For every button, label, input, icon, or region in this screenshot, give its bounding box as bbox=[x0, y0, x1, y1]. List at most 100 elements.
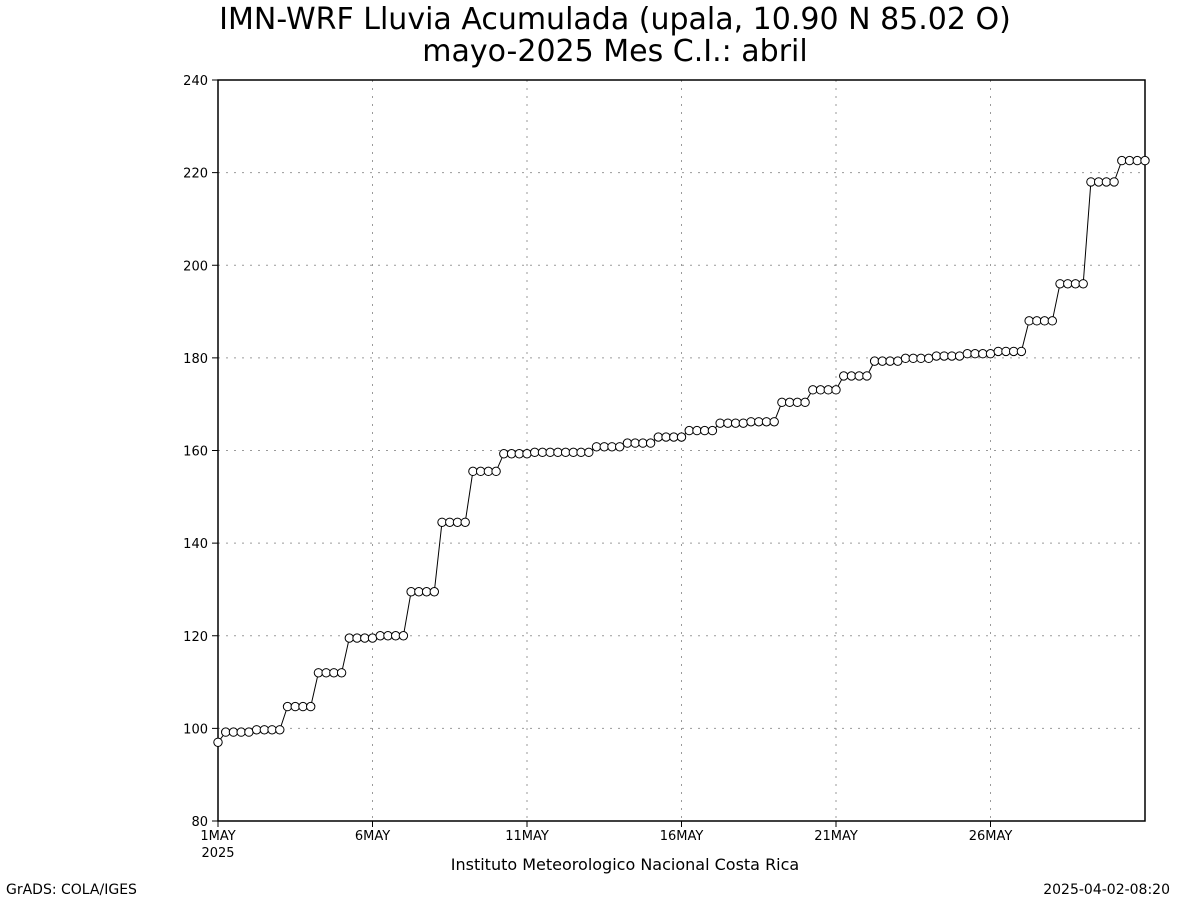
y-tick-label: 240 bbox=[183, 74, 208, 89]
data-point bbox=[352, 633, 362, 643]
data-point bbox=[375, 631, 385, 641]
y-tick-label: 100 bbox=[183, 722, 208, 737]
series-line bbox=[217, 160, 1145, 743]
x-tick-label: 26MAY bbox=[969, 829, 1013, 844]
data-point bbox=[622, 438, 633, 448]
y-tick-label: 140 bbox=[183, 537, 208, 552]
plot-frame bbox=[217, 79, 1146, 822]
y-tick-label: 180 bbox=[183, 352, 208, 367]
data-point bbox=[723, 418, 733, 428]
data-point bbox=[831, 385, 841, 395]
y-tick-label: 220 bbox=[183, 167, 208, 182]
data-point bbox=[568, 447, 579, 458]
data-point bbox=[236, 727, 246, 737]
data-point bbox=[584, 447, 594, 458]
data-point bbox=[460, 517, 470, 527]
data-point bbox=[893, 356, 903, 366]
data-point bbox=[777, 397, 787, 408]
x-tick-label: 6MAY bbox=[355, 829, 390, 844]
institution-credit: Instituto Meteorologico Nacional Costa R… bbox=[450, 855, 800, 874]
x-tick-label: 11MAY bbox=[505, 829, 549, 844]
data-point bbox=[522, 449, 532, 459]
data-point bbox=[213, 737, 223, 747]
data-point bbox=[869, 356, 880, 366]
data-point bbox=[707, 425, 718, 436]
data-point bbox=[1039, 316, 1050, 326]
data-point bbox=[931, 351, 942, 361]
grid-lines bbox=[218, 80, 1145, 821]
data-point bbox=[483, 466, 494, 477]
data-point bbox=[769, 417, 779, 427]
y-tick-label: 160 bbox=[183, 445, 208, 460]
data-point bbox=[885, 356, 895, 366]
x-tick-label: 21MAY bbox=[814, 829, 858, 844]
y-tick-label: 80 bbox=[191, 815, 208, 830]
chart-subtitle: mayo-2025 Mes C.I.: abril bbox=[422, 34, 808, 69]
data-point bbox=[653, 432, 664, 442]
x-tick-label: 16MAY bbox=[660, 829, 704, 844]
y-tick-label: 200 bbox=[183, 259, 208, 274]
data-point bbox=[908, 353, 918, 364]
data-point bbox=[916, 353, 926, 364]
data-point bbox=[1117, 155, 1127, 166]
data-point bbox=[1070, 279, 1081, 289]
data-point bbox=[800, 397, 810, 408]
data-point bbox=[383, 631, 393, 641]
data-point bbox=[645, 438, 656, 448]
data-point bbox=[545, 447, 555, 458]
data-point bbox=[336, 668, 347, 678]
data-point bbox=[661, 432, 671, 442]
data-point bbox=[275, 725, 285, 735]
data-point bbox=[985, 349, 996, 359]
data-point bbox=[560, 447, 571, 458]
data-point bbox=[1132, 155, 1142, 166]
data-point bbox=[854, 371, 864, 381]
data-point bbox=[445, 517, 455, 527]
data-point bbox=[684, 425, 694, 436]
data-point bbox=[367, 633, 378, 643]
data-point bbox=[282, 701, 293, 712]
data-point bbox=[1024, 316, 1034, 326]
data-point bbox=[1140, 155, 1150, 166]
x-tick-label: 1MAY bbox=[200, 829, 235, 844]
data-point bbox=[823, 385, 833, 395]
data-point bbox=[1055, 279, 1065, 289]
data-point bbox=[954, 351, 965, 361]
data-point bbox=[499, 449, 509, 459]
data-point bbox=[267, 725, 277, 735]
data-point bbox=[993, 346, 1003, 357]
data-point bbox=[792, 397, 803, 408]
data-point bbox=[398, 631, 409, 641]
data-point bbox=[290, 701, 300, 712]
data-point bbox=[1008, 346, 1019, 357]
series-markers bbox=[213, 155, 1150, 747]
timestamp: 2025-04-02-08:20 bbox=[1043, 882, 1170, 898]
x-axis-ticks: 1MAY 2025 6MAY 11MAY 16MAY 21MAY 26MAY bbox=[200, 821, 1012, 861]
data-point bbox=[406, 587, 416, 597]
data-point bbox=[360, 633, 370, 643]
data-point bbox=[421, 587, 432, 597]
data-point bbox=[1063, 279, 1073, 289]
data-point bbox=[599, 442, 609, 452]
data-point bbox=[1109, 177, 1119, 187]
data-point bbox=[1047, 316, 1058, 326]
data-point bbox=[414, 587, 424, 597]
y-axis-ticks: 80 100 120 140 160 180 200 220 240 bbox=[183, 74, 218, 830]
data-point bbox=[244, 727, 254, 737]
data-point bbox=[615, 442, 625, 452]
data-point bbox=[221, 727, 231, 737]
data-point bbox=[669, 432, 679, 442]
y-tick-label: 120 bbox=[183, 630, 208, 645]
data-point bbox=[329, 668, 339, 678]
data-point bbox=[862, 371, 872, 381]
data-point bbox=[784, 397, 795, 408]
data-point bbox=[638, 438, 648, 448]
data-point bbox=[491, 466, 501, 477]
data-point bbox=[468, 466, 478, 477]
data-point bbox=[591, 442, 602, 452]
data-point bbox=[676, 432, 687, 442]
data-point bbox=[506, 449, 517, 459]
data-point bbox=[321, 668, 331, 678]
data-point bbox=[715, 418, 725, 428]
